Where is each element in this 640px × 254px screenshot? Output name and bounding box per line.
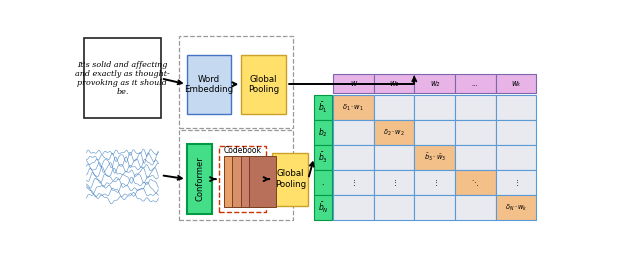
Text: Word
Embedding: Word Embedding: [184, 75, 234, 94]
Bar: [495, 170, 536, 195]
Bar: [414, 74, 455, 93]
Text: w: w: [350, 79, 356, 88]
Bar: [374, 195, 414, 220]
Bar: [455, 95, 495, 120]
Text: $\delta_N \cdot w_k$: $\delta_N \cdot w_k$: [505, 203, 527, 213]
Bar: [314, 120, 332, 145]
Bar: [374, 74, 414, 93]
Text: $\vdots$: $\vdots$: [513, 178, 519, 187]
Bar: [414, 195, 455, 220]
Bar: [374, 120, 414, 145]
Text: Conformer: Conformer: [195, 157, 204, 201]
Bar: [249, 156, 276, 208]
Bar: [495, 195, 536, 220]
Bar: [414, 120, 455, 145]
Text: ...: ...: [472, 79, 479, 88]
Bar: [314, 95, 332, 120]
Bar: [414, 145, 455, 170]
Bar: [333, 95, 374, 120]
Text: wₖ: wₖ: [511, 79, 521, 88]
Text: w₁: w₁: [389, 79, 399, 88]
Bar: [333, 195, 374, 220]
Bar: [455, 120, 495, 145]
Bar: [241, 156, 268, 208]
Bar: [374, 95, 414, 120]
Bar: [495, 95, 536, 120]
Bar: [455, 195, 495, 220]
Bar: [455, 170, 495, 195]
Text: $\ddots$: $\ddots$: [472, 178, 479, 187]
Bar: [414, 95, 455, 120]
Bar: [495, 145, 536, 170]
Text: $\bar{b}_3$: $\bar{b}_3$: [318, 151, 328, 165]
Bar: [314, 145, 332, 170]
Bar: [374, 145, 414, 170]
Bar: [224, 156, 251, 208]
Text: Global
Pooling: Global Pooling: [248, 75, 279, 94]
Bar: [495, 74, 536, 93]
Text: $\cdot$: $\cdot$: [321, 178, 325, 187]
Bar: [333, 170, 374, 195]
Text: Codebook: Codebook: [223, 146, 262, 155]
Bar: [414, 170, 455, 195]
Bar: [455, 74, 495, 93]
Text: $\vdots$: $\vdots$: [391, 178, 397, 187]
Bar: [241, 55, 286, 114]
Text: It's solid and affecting
and exactly as thought-
provoking as it should
be.: It's solid and affecting and exactly as …: [75, 61, 170, 96]
Bar: [495, 120, 536, 145]
Text: $\delta_1 \cdot w_1$: $\delta_1 \cdot w_1$: [342, 102, 364, 113]
Bar: [84, 38, 161, 118]
Text: $\vdots$: $\vdots$: [431, 178, 438, 187]
Bar: [333, 145, 374, 170]
Bar: [455, 145, 495, 170]
Text: $\vdots$: $\vdots$: [350, 178, 356, 187]
Text: $\bar{b}_3 \cdot \bar{w}_3$: $\bar{b}_3 \cdot \bar{w}_3$: [424, 152, 445, 163]
Bar: [232, 156, 260, 208]
Bar: [314, 170, 332, 195]
Text: $b_2$: $b_2$: [318, 126, 328, 139]
Bar: [273, 153, 308, 205]
Bar: [333, 120, 374, 145]
Bar: [219, 146, 266, 212]
Text: Global
Pooling: Global Pooling: [275, 169, 306, 189]
Text: w₂: w₂: [430, 79, 439, 88]
Bar: [187, 55, 231, 114]
Bar: [179, 36, 293, 128]
Text: $\delta_2 \cdot w_2$: $\delta_2 \cdot w_2$: [383, 128, 405, 138]
Bar: [187, 144, 212, 214]
Text: $\bar{b}_N$: $\bar{b}_N$: [317, 201, 328, 215]
Text: $\bar{b}_1$: $\bar{b}_1$: [318, 100, 328, 115]
Bar: [179, 130, 293, 220]
Bar: [314, 195, 332, 220]
Bar: [333, 74, 374, 93]
Bar: [374, 170, 414, 195]
